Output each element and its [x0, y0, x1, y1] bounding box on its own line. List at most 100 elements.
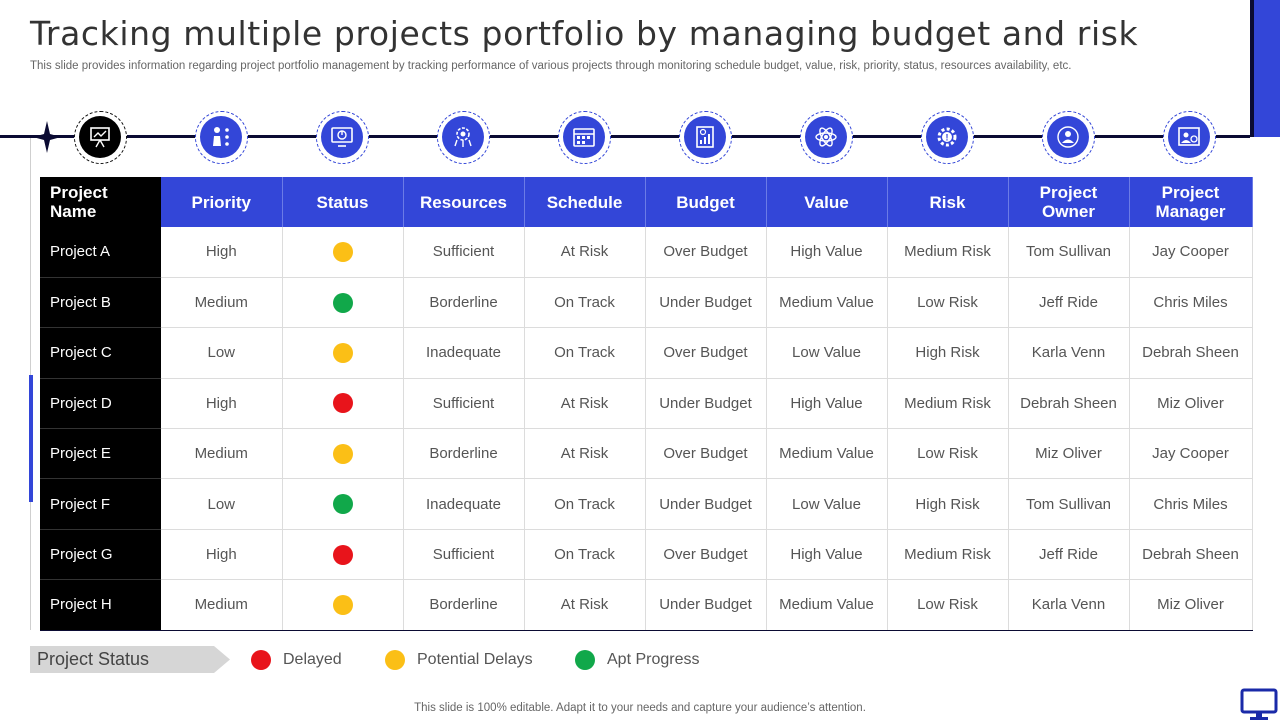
table-row: Project A High Sufficient At Risk Over Budge…	[40, 227, 1253, 278]
cell-priority: Low	[161, 478, 283, 530]
cell-manager: Jay Cooper	[1129, 428, 1253, 480]
cell-manager: Debrah Sheen	[1129, 529, 1253, 581]
monitor-icon	[1240, 688, 1278, 720]
table-row: Project H Medium Borderline At Risk Under Bu…	[40, 579, 1253, 631]
cell-priority: Medium	[161, 579, 283, 631]
risk-gear-icon: !	[921, 111, 974, 164]
table-row: Project G High Sufficient On Track Over Budg…	[40, 529, 1253, 581]
cell-value: High Value	[766, 529, 888, 581]
status-dot	[332, 544, 353, 565]
cell-schedule: At Risk	[524, 378, 646, 430]
cell-manager: Debrah Sheen	[1129, 327, 1253, 379]
cell-value: Low Value	[766, 478, 888, 530]
resources-gear-icon	[437, 111, 490, 164]
legend-apt-progress: Apt Progress	[575, 649, 699, 670]
cell-status	[282, 579, 404, 631]
col-header-resources: Resources	[403, 177, 525, 227]
status-monitor-icon	[316, 111, 369, 164]
page-title: Tracking multiple projects portfolio by …	[30, 14, 1139, 53]
cell-project-name: Project B	[40, 277, 161, 329]
cell-manager: Chris Miles	[1129, 277, 1253, 329]
cell-risk: High Risk	[887, 327, 1009, 379]
cell-resources: Sufficient	[403, 227, 525, 278]
cell-risk: Medium Risk	[887, 529, 1009, 581]
status-dot-potential-delays	[385, 649, 405, 670]
page-subtitle: This slide provides information regardin…	[30, 60, 1072, 72]
cell-project-name: Project A	[40, 227, 161, 278]
status-dot	[332, 342, 353, 363]
col-header-status: Status	[282, 177, 404, 227]
table-row: Project F Low Inadequate On Track Under Budg…	[40, 478, 1253, 530]
cell-project-name: Project H	[40, 579, 161, 631]
cell-schedule: On Track	[524, 529, 646, 581]
cell-resources: Inadequate	[403, 327, 525, 379]
cell-risk: High Risk	[887, 478, 1009, 530]
status-dot	[332, 292, 353, 313]
cell-budget: Over Budget	[645, 529, 767, 581]
cell-budget: Over Budget	[645, 327, 767, 379]
cell-schedule: At Risk	[524, 579, 646, 631]
cell-schedule: On Track	[524, 327, 646, 379]
status-dot	[332, 443, 353, 464]
cell-risk: Low Risk	[887, 579, 1009, 631]
cell-resources: Borderline	[403, 277, 525, 329]
col-header-project-name: Project Name	[40, 177, 161, 227]
table-row: Project B Medium Borderline On Track Under B…	[40, 277, 1253, 329]
cell-status	[282, 378, 404, 430]
project-manager-icon	[1163, 111, 1216, 164]
cell-owner: Jeff Ride	[1008, 529, 1130, 581]
col-header-budget: Budget	[645, 177, 767, 227]
cell-priority: High	[161, 227, 283, 278]
cell-value: Medium Value	[766, 579, 888, 631]
col-header-project-owner: Project Owner	[1008, 177, 1130, 227]
cell-risk: Low Risk	[887, 277, 1009, 329]
cell-status	[282, 327, 404, 379]
cell-owner: Karla Venn	[1008, 327, 1130, 379]
cell-value: High Value	[766, 378, 888, 430]
cell-priority: Medium	[161, 277, 283, 329]
cell-project-name: Project E	[40, 428, 161, 480]
portfolio-table: Project Name Priority Status Resources S…	[40, 177, 1253, 631]
cell-value: Medium Value	[766, 277, 888, 329]
schedule-calendar-icon	[558, 111, 611, 164]
cell-status	[282, 227, 404, 278]
sparkle-star-icon	[33, 121, 61, 153]
cell-budget: Under Budget	[645, 378, 767, 430]
status-dot-delayed	[251, 649, 271, 670]
cell-value: Medium Value	[766, 428, 888, 480]
budget-report-icon	[679, 111, 732, 164]
legend-delayed: Delayed	[251, 649, 342, 670]
col-header-schedule: Schedule	[524, 177, 646, 227]
cell-budget: Under Budget	[645, 478, 767, 530]
cell-owner: Debrah Sheen	[1008, 378, 1130, 430]
cell-resources: Inadequate	[403, 478, 525, 530]
cell-risk: Medium Risk	[887, 227, 1009, 278]
cell-resources: Borderline	[403, 579, 525, 631]
cell-value: Low Value	[766, 327, 888, 379]
cell-priority: Medium	[161, 428, 283, 480]
table-row: Project C Low Inadequate On Track Over Budge…	[40, 327, 1253, 379]
cell-resources: Sufficient	[403, 378, 525, 430]
presentation-board-icon	[74, 111, 127, 164]
cell-manager: Miz Oliver	[1129, 378, 1253, 430]
status-dot-apt-progress	[575, 649, 595, 670]
status-dot	[332, 494, 353, 515]
legend-label: Apt Progress	[607, 650, 700, 668]
project-owner-icon	[1042, 111, 1095, 164]
cell-budget: Under Budget	[645, 277, 767, 329]
legend-label: Potential Delays	[417, 650, 533, 668]
col-header-priority: Priority	[161, 177, 283, 227]
status-dot	[332, 241, 353, 262]
cell-status	[282, 529, 404, 581]
cell-project-name: Project G	[40, 529, 161, 581]
cell-owner: Tom Sullivan	[1008, 227, 1130, 278]
legend-potential-delays: Potential Delays	[385, 649, 533, 670]
table-row: Project E Medium Borderline At Risk Over Bud…	[40, 428, 1253, 480]
priority-icon	[195, 111, 248, 164]
cell-manager: Jay Cooper	[1129, 227, 1253, 278]
cell-project-name: Project D	[40, 378, 161, 430]
cell-status	[282, 428, 404, 480]
cell-status	[282, 277, 404, 329]
cell-schedule: On Track	[524, 478, 646, 530]
left-rail-accent	[29, 375, 33, 502]
